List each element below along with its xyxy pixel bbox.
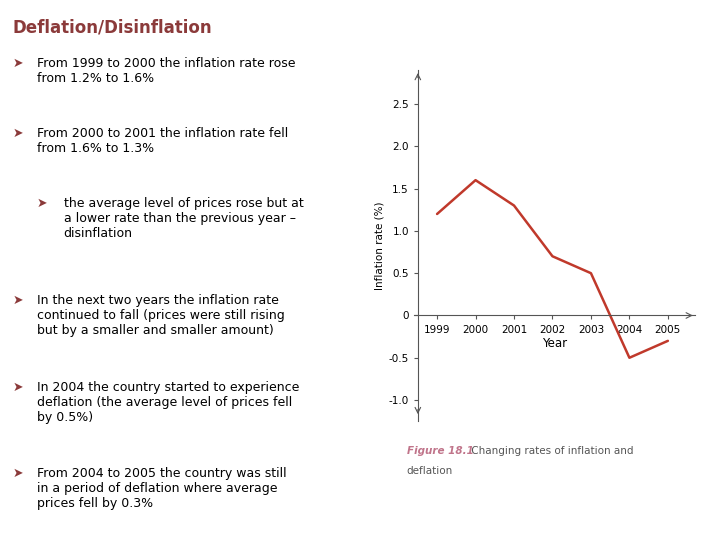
Text: ➤: ➤ — [12, 381, 23, 394]
Text: ➤: ➤ — [12, 57, 23, 70]
Text: From 1999 to 2000 the inflation rate rose
from 1.2% to 1.6%: From 1999 to 2000 the inflation rate ros… — [37, 57, 295, 85]
Text: Changing rates of inflation and: Changing rates of inflation and — [468, 446, 634, 456]
Text: ➤: ➤ — [12, 467, 23, 480]
Text: From 2004 to 2005 the country was still
in a period of deflation where average
p: From 2004 to 2005 the country was still … — [37, 467, 287, 510]
Text: ➤: ➤ — [37, 197, 48, 210]
Text: Deflation/Disinflation: Deflation/Disinflation — [12, 19, 212, 37]
Text: deflation: deflation — [407, 466, 453, 476]
Y-axis label: Inflation rate (%): Inflation rate (%) — [374, 201, 384, 290]
Text: ➤: ➤ — [12, 127, 23, 140]
Text: Figure 18.1: Figure 18.1 — [407, 446, 474, 456]
Text: From 2000 to 2001 the inflation rate fell
from 1.6% to 1.3%: From 2000 to 2001 the inflation rate fel… — [37, 127, 288, 155]
Text: the average level of prices rose but at
a lower rate than the previous year –
di: the average level of prices rose but at … — [63, 197, 303, 240]
Text: In 2004 the country started to experience
deflation (the average level of prices: In 2004 the country started to experienc… — [37, 381, 300, 424]
X-axis label: Year: Year — [542, 338, 567, 350]
Text: In the next two years the inflation rate
continued to fall (prices were still ri: In the next two years the inflation rate… — [37, 294, 284, 338]
Text: ➤: ➤ — [12, 294, 23, 307]
